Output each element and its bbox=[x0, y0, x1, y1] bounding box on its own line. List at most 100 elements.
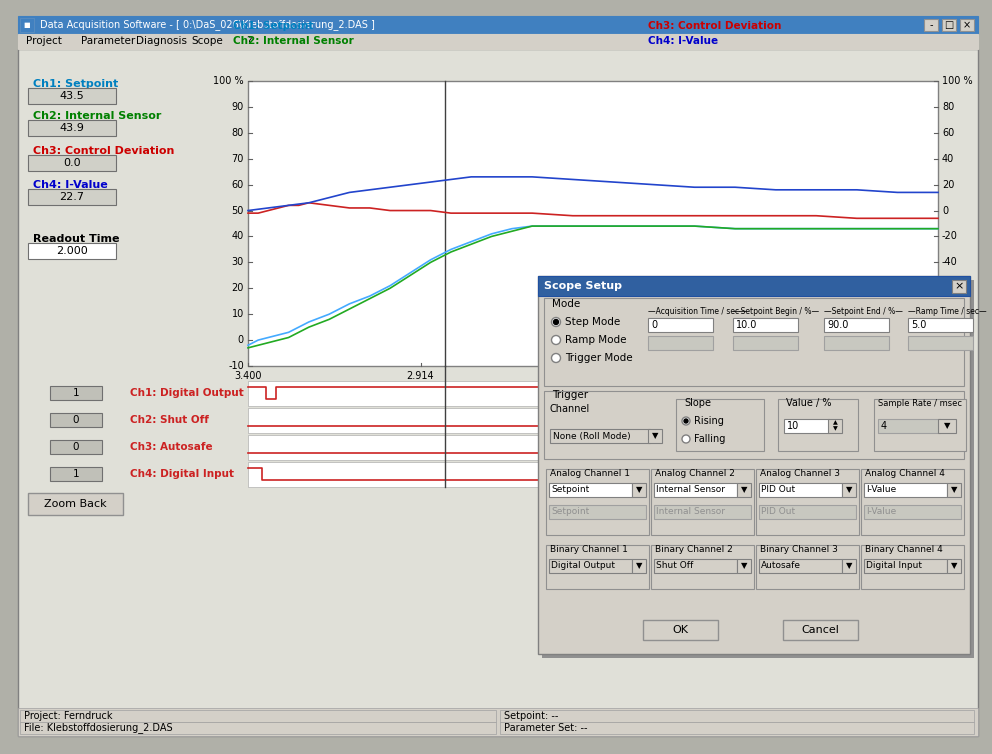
Bar bbox=[18, 16, 978, 34]
Text: 90: 90 bbox=[232, 102, 244, 112]
Circle shape bbox=[682, 435, 690, 443]
Bar bbox=[544, 298, 964, 386]
Text: Sample Rate / msec: Sample Rate / msec bbox=[878, 399, 962, 407]
Text: Binary Channel 1: Binary Channel 1 bbox=[550, 544, 628, 553]
Bar bbox=[676, 399, 764, 451]
Bar bbox=[737, 559, 751, 573]
Bar bbox=[248, 381, 938, 406]
Bar bbox=[864, 483, 947, 497]
Text: ■: ■ bbox=[24, 22, 31, 28]
Bar bbox=[861, 545, 964, 589]
Text: 1.457: 1.457 bbox=[925, 371, 952, 381]
Text: Parameter Set: --: Parameter Set: -- bbox=[504, 723, 587, 733]
Text: —Acquisition Time / sec—: —Acquisition Time / sec— bbox=[648, 308, 747, 317]
Bar bbox=[908, 336, 973, 350]
Text: ▼: ▼ bbox=[652, 431, 659, 440]
Text: —Ramp Time / sec—: —Ramp Time / sec— bbox=[908, 308, 987, 317]
Text: Trigger: Trigger bbox=[552, 390, 588, 400]
Bar bbox=[248, 462, 938, 487]
Text: Project: Ferndruck: Project: Ferndruck bbox=[24, 711, 112, 721]
Text: □: □ bbox=[944, 20, 953, 30]
Bar bbox=[50, 386, 102, 400]
Bar bbox=[654, 483, 737, 497]
Bar bbox=[737, 483, 751, 497]
Text: 1: 1 bbox=[72, 469, 79, 479]
Text: Readout Time: Readout Time bbox=[33, 234, 119, 244]
Circle shape bbox=[552, 336, 560, 345]
Bar bbox=[778, 399, 858, 451]
Text: ▼: ▼ bbox=[636, 562, 642, 571]
Bar bbox=[648, 318, 713, 332]
Text: 90.0: 90.0 bbox=[827, 320, 848, 330]
Bar bbox=[28, 155, 116, 171]
Bar bbox=[938, 419, 956, 433]
Text: Project: Project bbox=[26, 36, 62, 47]
Bar bbox=[942, 19, 956, 31]
Bar bbox=[828, 419, 842, 433]
Bar bbox=[500, 710, 974, 722]
Bar bbox=[824, 318, 889, 332]
Bar bbox=[947, 559, 961, 573]
Bar bbox=[542, 280, 974, 658]
Text: Ch1: Setpoint: Ch1: Setpoint bbox=[33, 79, 118, 89]
Text: Diagnosis: Diagnosis bbox=[136, 36, 187, 47]
Text: Ch1: Digital Output: Ch1: Digital Output bbox=[130, 388, 244, 398]
Text: 1.943: 1.943 bbox=[752, 371, 780, 381]
Text: Digital Output: Digital Output bbox=[551, 562, 615, 571]
Text: 2.914: 2.914 bbox=[407, 371, 434, 381]
Bar bbox=[759, 483, 842, 497]
Text: 2.000: 2.000 bbox=[57, 246, 88, 256]
Text: 60: 60 bbox=[942, 128, 954, 138]
Bar bbox=[20, 722, 496, 734]
Text: 5.0: 5.0 bbox=[911, 320, 927, 330]
Text: Scope Setup: Scope Setup bbox=[544, 281, 622, 291]
Text: ▼: ▼ bbox=[636, 486, 642, 495]
Text: —Setpoint End / %—: —Setpoint End / %— bbox=[824, 308, 903, 317]
Bar bbox=[248, 81, 938, 366]
Text: 0: 0 bbox=[72, 415, 79, 425]
Text: Analog Channel 3: Analog Channel 3 bbox=[760, 468, 840, 477]
Bar bbox=[648, 336, 713, 350]
Bar bbox=[874, 399, 966, 451]
Text: Ch4: I-Value: Ch4: I-Value bbox=[33, 180, 108, 190]
Bar bbox=[759, 505, 856, 519]
Bar bbox=[18, 34, 978, 49]
Text: Rising: Rising bbox=[694, 416, 724, 426]
Text: I-Value: I-Value bbox=[866, 507, 896, 516]
Text: ▼: ▼ bbox=[846, 486, 852, 495]
Bar bbox=[960, 19, 974, 31]
Text: Trigger Mode: Trigger Mode bbox=[565, 353, 633, 363]
Text: 20: 20 bbox=[231, 284, 244, 293]
Bar bbox=[28, 120, 116, 136]
Bar bbox=[864, 559, 947, 573]
Text: Step Mode: Step Mode bbox=[565, 317, 620, 327]
Bar bbox=[20, 18, 34, 32]
Text: Setpoint: --: Setpoint: -- bbox=[504, 711, 558, 721]
Text: ×: × bbox=[954, 281, 963, 291]
Text: 0.0: 0.0 bbox=[63, 158, 80, 168]
Text: Autosafe: Autosafe bbox=[761, 562, 801, 571]
Bar bbox=[538, 276, 970, 654]
Bar bbox=[632, 559, 646, 573]
Text: Data Acquisition Software - [ 0:\DaS_026\Klebstoffdosierung_2.DAS ]: Data Acquisition Software - [ 0:\DaS_026… bbox=[40, 20, 375, 30]
Bar bbox=[50, 440, 102, 454]
Text: ×: × bbox=[963, 20, 971, 30]
Text: △: △ bbox=[586, 381, 595, 391]
Text: Setpoint: Setpoint bbox=[551, 507, 589, 516]
Bar bbox=[783, 620, 858, 640]
Text: 20: 20 bbox=[942, 179, 954, 190]
Text: Internal Sensor: Internal Sensor bbox=[656, 486, 725, 495]
Text: Ch4: Digital Input: Ch4: Digital Input bbox=[130, 469, 234, 479]
Bar bbox=[824, 336, 889, 350]
Text: Analog Channel 1: Analog Channel 1 bbox=[550, 468, 630, 477]
Bar bbox=[549, 483, 632, 497]
Bar bbox=[50, 413, 102, 427]
Bar bbox=[546, 469, 649, 535]
Text: -120: -120 bbox=[942, 361, 964, 371]
Text: 40: 40 bbox=[232, 231, 244, 241]
Text: PID Out: PID Out bbox=[761, 486, 796, 495]
Text: Ch1: Setpoint: Ch1: Setpoint bbox=[233, 21, 313, 31]
Bar bbox=[28, 189, 116, 205]
Text: 100 %: 100 % bbox=[213, 76, 244, 86]
Text: —Setpoint Begin / %—: —Setpoint Begin / %— bbox=[733, 308, 819, 317]
